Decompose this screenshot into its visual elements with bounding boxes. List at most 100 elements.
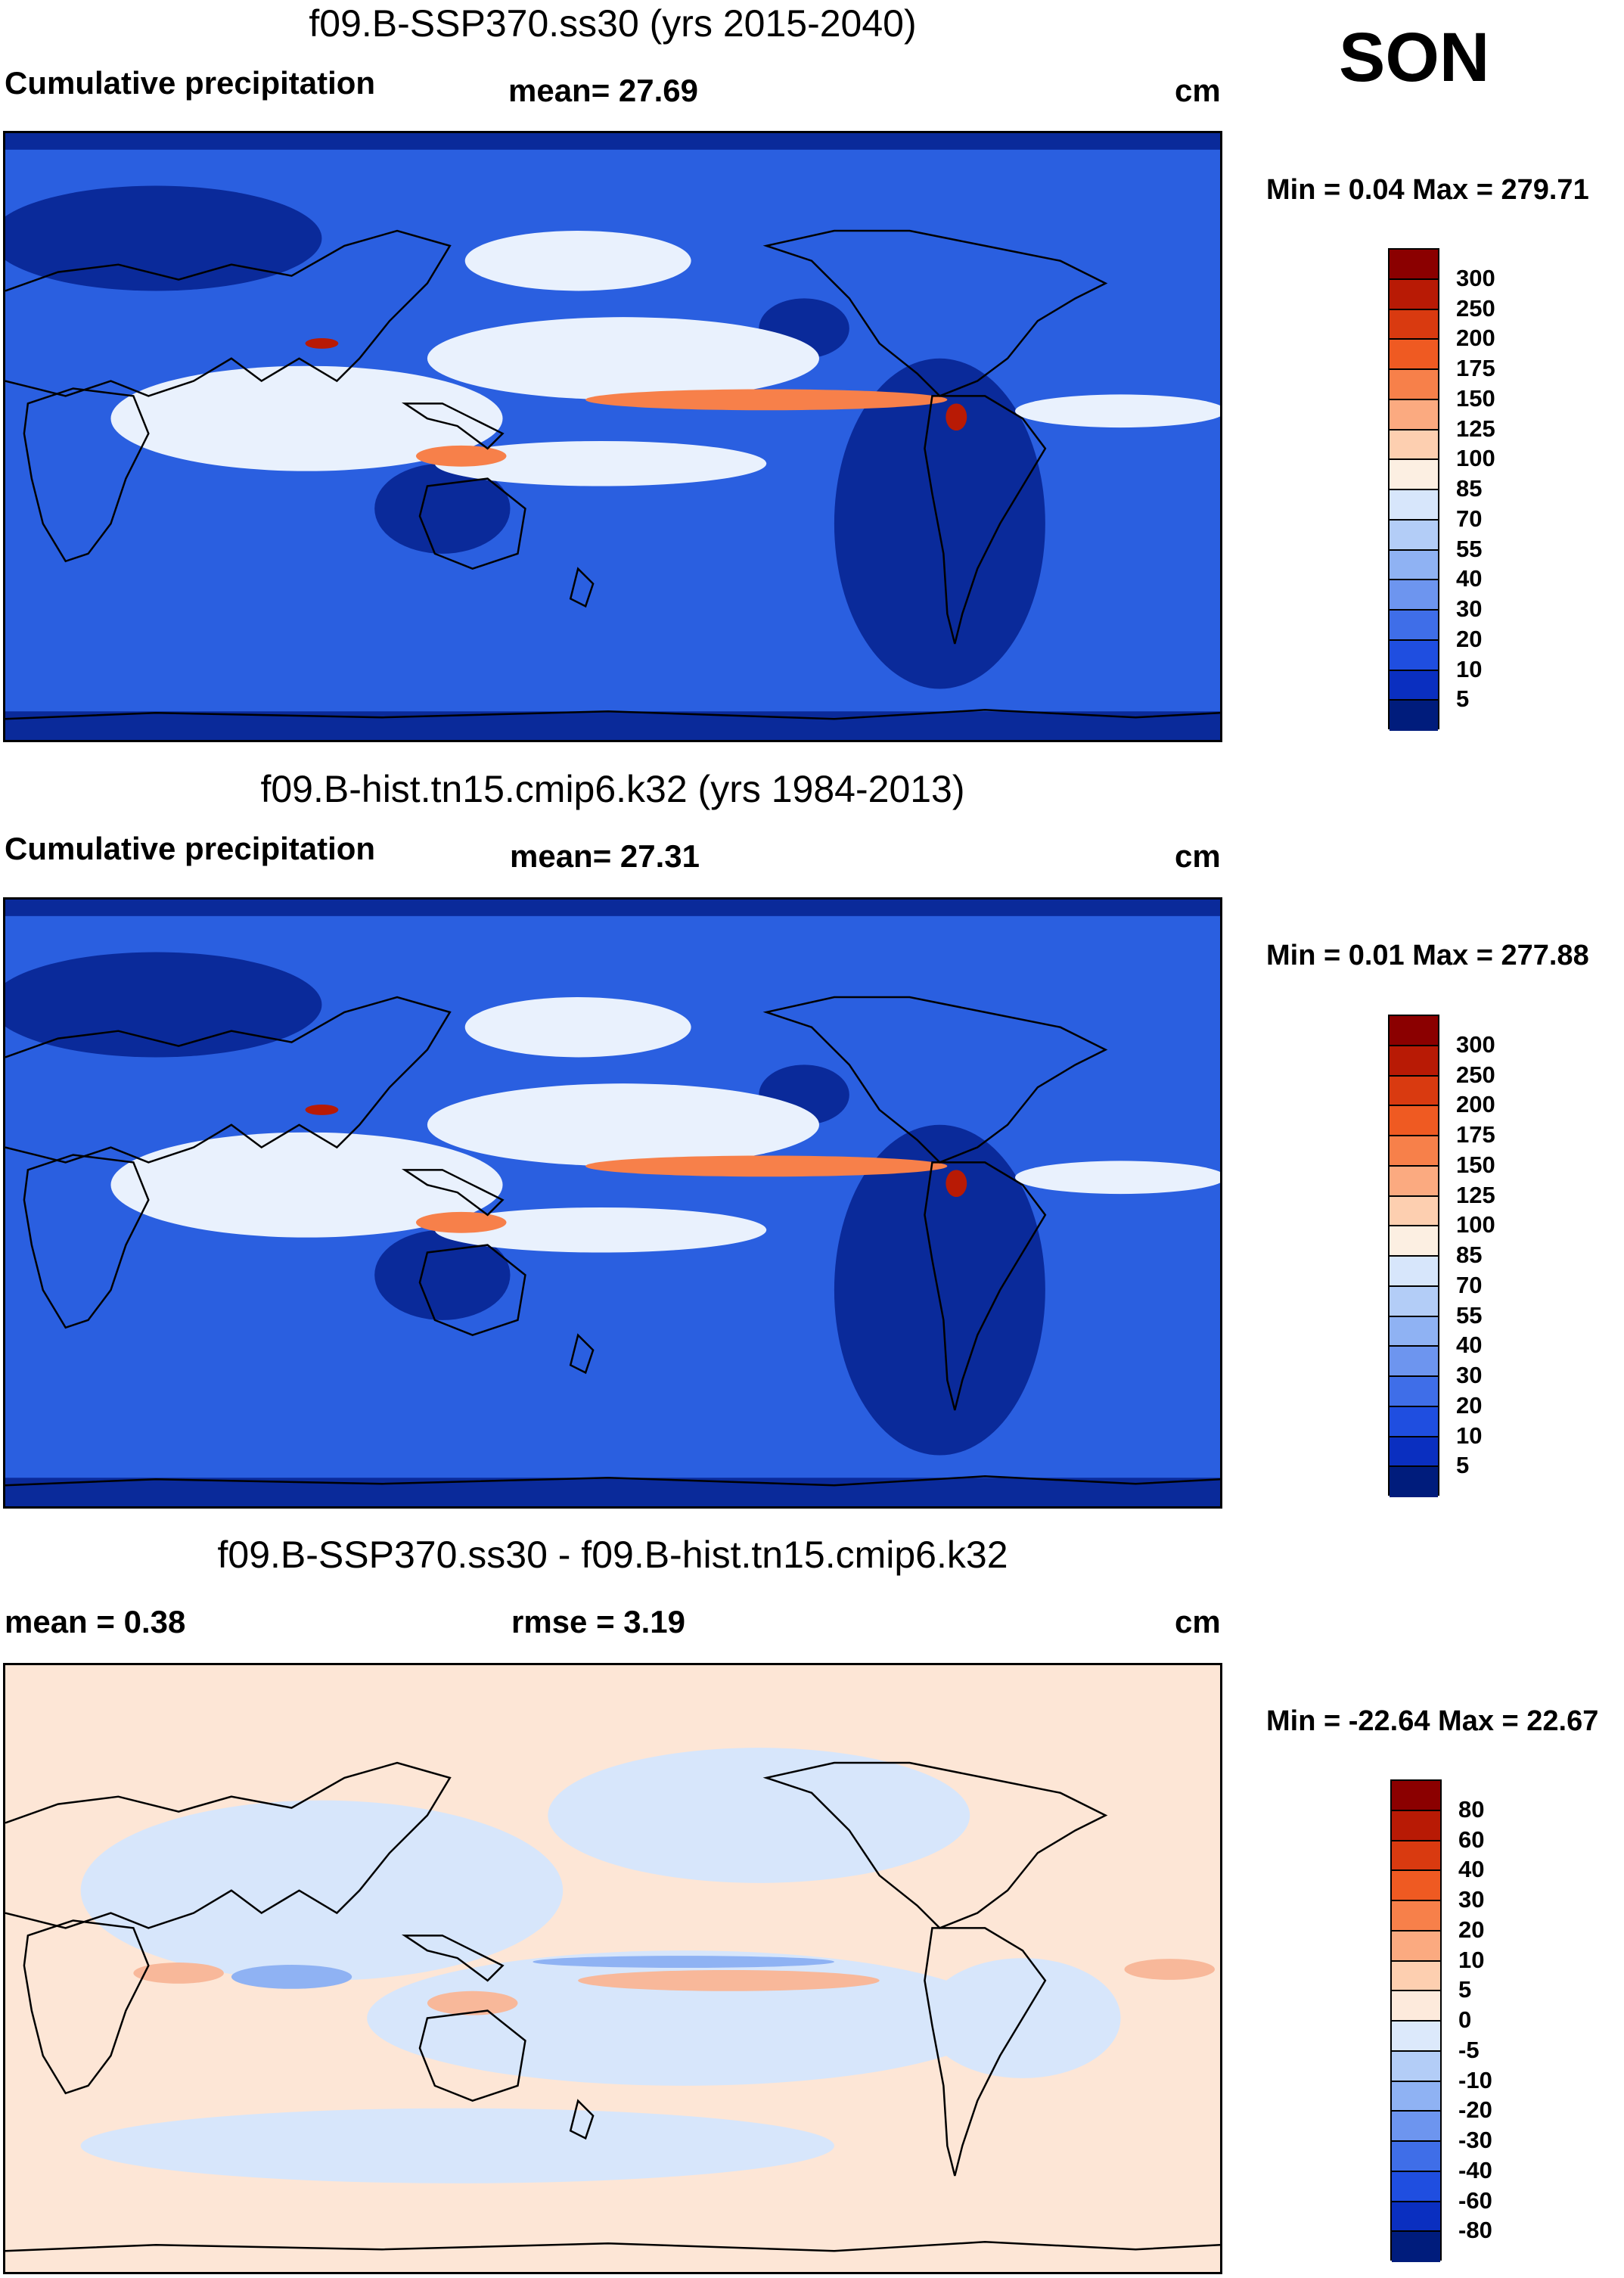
colorbar-swatch — [1390, 1166, 1438, 1197]
colorbar-swatch — [1390, 1316, 1438, 1347]
colorbar-swatch — [1390, 701, 1438, 731]
panel-2-dry-zone — [5, 952, 322, 1058]
panel-2-variable-label: Cumulative precipitation — [5, 831, 376, 866]
panel-2-minmax-label: Min = 0.01 Max = 277.88 — [1266, 940, 1589, 971]
panel-2-antarctic-field — [5, 1478, 1220, 1506]
panel-1-wet-band — [427, 317, 819, 400]
colorbar-swatch — [1390, 370, 1438, 400]
colorbar-tick-label: 175 — [1456, 1121, 1495, 1148]
colorbar-tick-label: 30 — [1458, 1886, 1485, 1913]
colorbar-tick-label: 20 — [1456, 1391, 1483, 1419]
panel-3-units-label: cm — [1175, 1604, 1221, 1639]
colorbar-tick-label: 85 — [1456, 1242, 1483, 1268]
colorbar-swatch — [1390, 490, 1438, 521]
colorbar-tick-label: 250 — [1456, 294, 1495, 322]
colorbar-swatch — [1392, 1781, 1440, 1811]
colorbar-tick-label: 125 — [1456, 415, 1495, 442]
panel-2-rain-maximum — [305, 1104, 339, 1115]
colorbar-tick-label: 40 — [1456, 565, 1483, 592]
panel-2-wet-band — [464, 997, 691, 1058]
panel-2-itcz-band — [585, 1155, 948, 1177]
panel-3-negative-anomaly — [548, 1748, 970, 1883]
panel-3-coastlines — [5, 1761, 1220, 2252]
colorbar-swatch — [1390, 460, 1438, 490]
colorbar-swatch — [1390, 250, 1438, 280]
panel-1-colorbar-ticks: 300 250 200 175 150 125 100 85 70 55 40 30 20 10 5 — [1388, 248, 1562, 729]
panel-1-antarctic-field — [5, 711, 1220, 740]
panel-1-wet-band — [434, 440, 767, 486]
panel-2-wet-band — [434, 1207, 767, 1253]
panel-2-title: f09.B-hist.tn15.cmip6.k32 (yrs 1984-2013… — [260, 768, 965, 810]
colorbar-swatch — [1392, 2112, 1440, 2142]
colorbar-swatch — [1390, 1076, 1438, 1107]
colorbar-tick-label: 55 — [1456, 535, 1483, 562]
panel-1-minmax-label: Min = 0.04 Max = 279.71 — [1266, 174, 1589, 206]
panel-3-mean-label: mean = 0.38 — [5, 1604, 186, 1639]
colorbar-tick-label: 70 — [1456, 505, 1483, 532]
colorbar-swatch — [1392, 1961, 1440, 1992]
colorbar-tick-label: 5 — [1456, 685, 1470, 713]
panel-3-positive-anomaly — [578, 1969, 880, 1991]
colorbar-swatch — [1390, 611, 1438, 641]
panel-2-coastlines — [5, 996, 1220, 1487]
colorbar-swatch — [1392, 1931, 1440, 1962]
panel-2-mean-label: mean= 27.31 — [510, 838, 700, 874]
colorbar-tick-label: 20 — [1456, 625, 1483, 652]
panel-1-map — [3, 131, 1222, 742]
colorbar-tick-label: 250 — [1456, 1061, 1495, 1088]
colorbar-swatch — [1390, 399, 1438, 430]
colorbar-tick-label: 55 — [1456, 1301, 1483, 1329]
colorbar-swatch — [1392, 2081, 1440, 2112]
panel-2-map — [3, 897, 1222, 1509]
colorbar-tick-label: -30 — [1458, 2127, 1492, 2153]
panel-3-positive-anomaly — [427, 1991, 518, 2015]
panel-2-colorbar: 300 250 200 175 150 125 100 85 70 55 40 30 20 10 5 — [1388, 1015, 1562, 1497]
colorbar-tick-label: -20 — [1458, 2096, 1492, 2124]
colorbar-tick-label: 5 — [1456, 1452, 1470, 1479]
colorbar-tick-label: -40 — [1458, 2156, 1492, 2183]
panel-3-colorbar-ticks: 80 60 40 30 20 10 5 0 -5 -10 -20 -30 -40 -60 -80 — [1390, 1779, 1564, 2261]
colorbar-tick-label: 100 — [1456, 1211, 1495, 1238]
panel-3-strong-negative-anomaly — [231, 1965, 352, 1989]
colorbar-tick-label: 80 — [1458, 1795, 1485, 1823]
colorbar-tick-label: 10 — [1458, 1946, 1485, 1973]
panel-1-wet-band — [1015, 394, 1220, 428]
panel-2-colorbar-swatches — [1388, 1015, 1439, 1497]
panel-3-rmse-label: rmse = 3.19 — [511, 1604, 686, 1639]
colorbar-tick-label: 125 — [1456, 1181, 1495, 1208]
colorbar-tick-label: 40 — [1456, 1332, 1483, 1359]
panel-1-itcz-band — [415, 445, 507, 467]
panel-1-colorbar: 300 250 200 175 150 125 100 85 70 55 40 30 20 10 5 — [1388, 248, 1562, 731]
colorbar-swatch — [1390, 430, 1438, 461]
colorbar-swatch — [1390, 1467, 1438, 1497]
colorbar-swatch — [1390, 640, 1438, 671]
colorbar-swatch — [1390, 1226, 1438, 1257]
panel-2-wet-band — [427, 1083, 819, 1167]
panel-2-wet-band — [1015, 1161, 1220, 1195]
panel-3-minmax-label: Min = -22.64 Max = 22.67 — [1266, 1705, 1599, 1737]
colorbar-swatch — [1390, 1196, 1438, 1227]
panel-1-arctic-field — [5, 133, 1220, 150]
colorbar-tick-label: 175 — [1456, 355, 1495, 381]
colorbar-tick-label: 30 — [1456, 595, 1483, 622]
colorbar-tick-label: 300 — [1456, 264, 1495, 291]
panel-1-coastlines — [5, 229, 1220, 720]
colorbar-swatch — [1390, 1286, 1438, 1317]
panel-2-units-label: cm — [1175, 838, 1221, 874]
colorbar-swatch — [1390, 520, 1438, 551]
colorbar-swatch — [1390, 1406, 1438, 1437]
colorbar-swatch — [1392, 2171, 1440, 2202]
colorbar-swatch — [1390, 1136, 1438, 1167]
colorbar-swatch — [1392, 2202, 1440, 2233]
colorbar-swatch — [1390, 1437, 1438, 1468]
panel-2-colorbar-ticks: 300 250 200 175 150 125 100 85 70 55 40 30 20 10 5 — [1388, 1015, 1562, 1496]
panel-2-itcz-band — [415, 1211, 507, 1233]
colorbar-tick-label: 20 — [1458, 1916, 1485, 1943]
colorbar-tick-label: 150 — [1456, 1151, 1495, 1178]
panel-3-title: f09.B-SSP370.ss30 - f09.B-hist.tn15.cmip… — [217, 1534, 1008, 1576]
colorbar-swatch — [1390, 1046, 1438, 1077]
panel-1-rain-maximum — [946, 403, 967, 431]
panel-1-dry-zone — [374, 463, 511, 554]
colorbar-swatch — [1390, 1106, 1438, 1136]
colorbar-tick-label: 10 — [1456, 655, 1483, 682]
